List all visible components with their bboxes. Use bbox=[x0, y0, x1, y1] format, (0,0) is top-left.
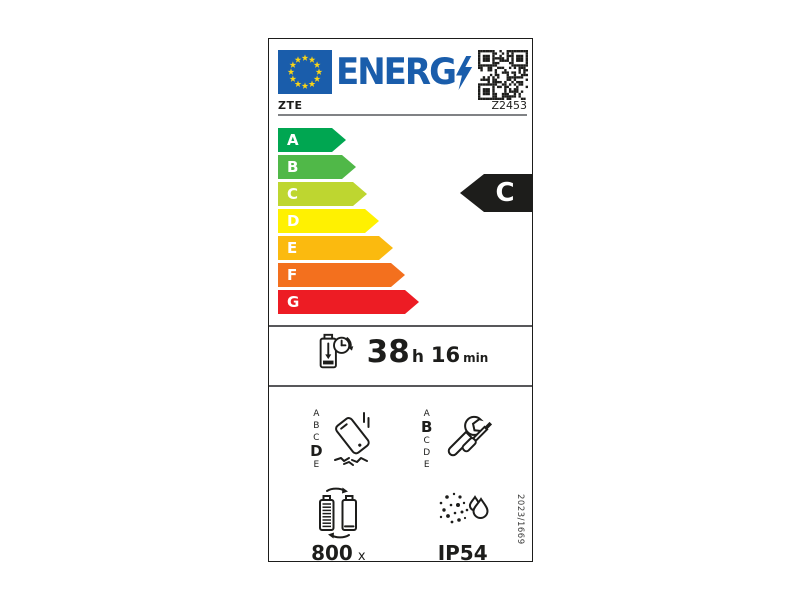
drop-resistance-scale: A B C D E bbox=[310, 408, 323, 470]
model-number: Z2453 bbox=[491, 99, 527, 112]
battery-clock-icon bbox=[319, 333, 353, 369]
battery-cycles-caption: 800 x bbox=[311, 541, 365, 565]
battery-hours-unit: h bbox=[411, 347, 424, 367]
repairability-rating: A B C D E bbox=[420, 399, 492, 479]
eu-flag-icon bbox=[278, 50, 332, 94]
brand-name: ZTE bbox=[278, 99, 303, 112]
ip-rating-caption: IP54 bbox=[438, 541, 488, 565]
energ-logo: ENERG bbox=[336, 50, 473, 94]
battery-minutes: 16 bbox=[430, 343, 461, 367]
energy-label: ENERG ZTE Z2453 A B C D E F G C bbox=[268, 38, 533, 565]
battery-cycles-value: 800 bbox=[311, 541, 353, 565]
energy-class-arrow: A bbox=[278, 128, 346, 152]
battery-cycles-unit: x bbox=[357, 549, 366, 564]
energy-class-arrow: C bbox=[278, 182, 367, 206]
scale-row: A bbox=[278, 128, 532, 152]
scale-row: G bbox=[278, 290, 532, 314]
energ-logo-text: ENERG bbox=[336, 50, 457, 94]
scale-row: D bbox=[278, 209, 532, 233]
energy-class-arrow: B bbox=[278, 155, 356, 179]
brand-row: ZTE Z2453 bbox=[278, 99, 527, 116]
dust-water-icon bbox=[439, 492, 489, 524]
repairability-scale: A B C D E bbox=[420, 408, 433, 470]
scale-row: E bbox=[278, 236, 532, 260]
energy-class-arrow: E bbox=[278, 236, 393, 260]
scale-row: F bbox=[278, 263, 532, 287]
label-header: ENERG bbox=[269, 39, 532, 100]
battery-hours: 38 bbox=[366, 334, 410, 370]
energy-class-arrow: G bbox=[278, 290, 419, 314]
ip-rating-value: IP54 bbox=[437, 541, 488, 565]
scale-row: B bbox=[278, 155, 532, 179]
battery-life-section: 38 h 16 min bbox=[269, 327, 532, 377]
divider bbox=[269, 385, 532, 387]
qr-code bbox=[478, 50, 528, 100]
battery-cycles: 800 x bbox=[283, 485, 393, 565]
regulation-number: 2023/1669 bbox=[515, 494, 525, 545]
bottom-section: 800 x IP bbox=[269, 481, 532, 565]
energy-class-arrow: F bbox=[278, 263, 405, 287]
energy-rating-indicator: C bbox=[460, 174, 532, 212]
lightning-bolt-icon bbox=[456, 56, 473, 90]
ingress-protection: IP54 bbox=[408, 485, 518, 565]
battery-cycles-icon bbox=[319, 487, 358, 539]
energy-class-arrow: D bbox=[278, 209, 379, 233]
divider bbox=[269, 325, 532, 327]
energy-class-scale: A B C D E F G C bbox=[269, 128, 532, 317]
battery-minutes-unit: min bbox=[463, 351, 489, 365]
scale-row: C bbox=[278, 182, 532, 206]
falling-phone-icon bbox=[334, 412, 371, 466]
battery-life-value: 38 h 16 min bbox=[367, 334, 489, 370]
ratings-section: A B C D E bbox=[269, 387, 532, 481]
repair-tools-icon bbox=[447, 415, 492, 457]
drop-resistance-rating: A B C D E bbox=[309, 399, 379, 479]
